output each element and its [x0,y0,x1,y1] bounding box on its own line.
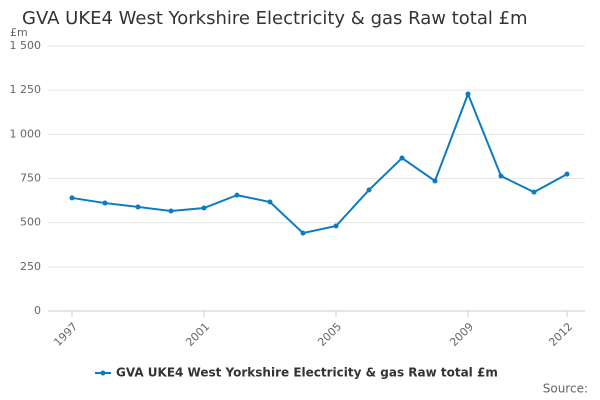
data-point [69,195,75,201]
y-tick-label: 500 [20,216,41,229]
y-axis-label: £m [10,26,28,39]
source: Source: [543,382,588,396]
data-point [234,192,240,198]
y-tick-label: 1 000 [10,127,42,140]
y-tick-label: 1 500 [10,39,42,52]
data-point [465,91,471,97]
x-tick-label: 2001 [183,320,212,349]
chart-title: GVA UKE4 West Yorkshire Electricity & ga… [22,8,528,29]
y-tick-label: 0 [34,304,41,317]
data-point [168,208,174,214]
data-point [399,155,405,161]
x-tick-label: 2005 [315,320,344,349]
legend-label: GVA UKE4 West Yorkshire Electricity & ga… [116,366,498,380]
data-point [333,223,339,229]
data-point [300,230,306,236]
data-point [267,199,273,205]
data-point [498,173,504,179]
x-tick-label: 2009 [447,320,476,349]
data-point [432,178,438,184]
y-tick-label: 250 [20,260,41,273]
data-point [135,204,141,210]
y-tick-label: 1 250 [10,83,42,96]
y-tick-label: 750 [20,172,41,185]
data-point [102,200,108,206]
x-tick-label: 2012 [546,320,575,349]
x-tick-label: 1997 [51,320,80,349]
data-point [201,205,207,211]
data-point [366,187,372,193]
data-point [564,171,570,177]
data-line [71,91,568,235]
legend-marker [100,370,106,376]
data-point [531,189,537,195]
